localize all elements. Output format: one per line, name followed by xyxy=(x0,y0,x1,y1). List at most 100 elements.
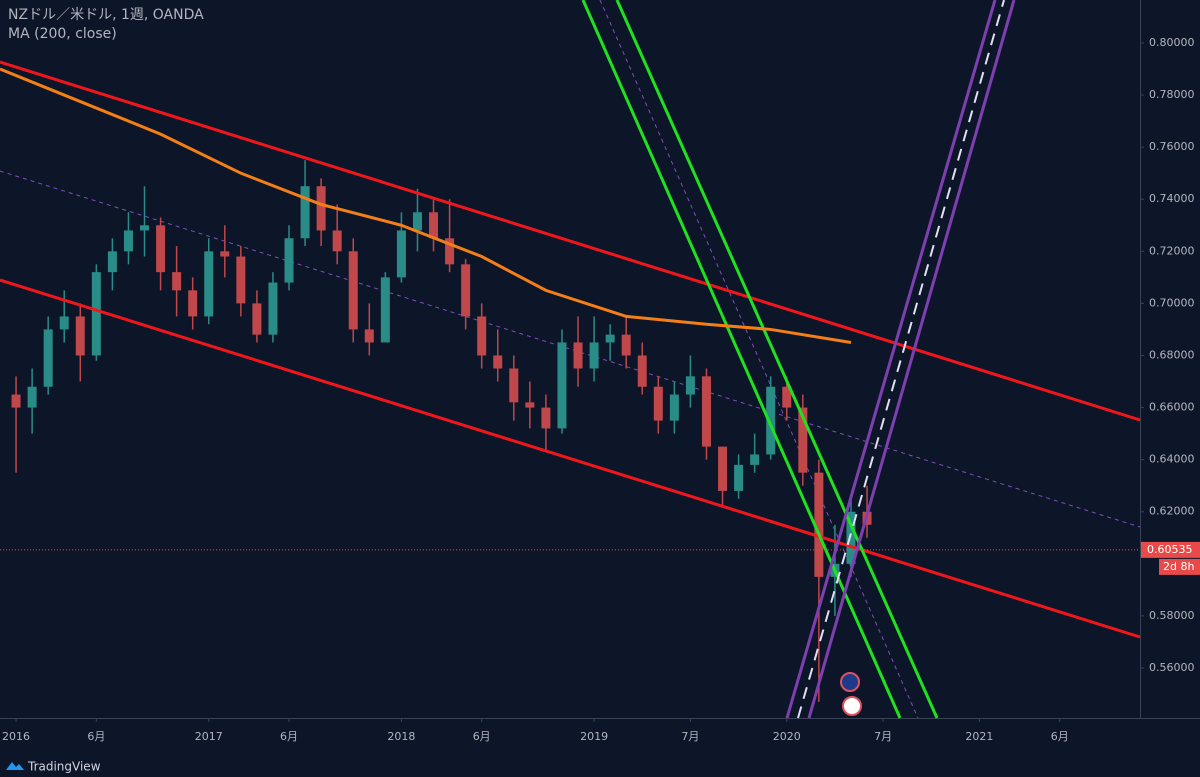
x-tick-label: 6月 xyxy=(280,730,298,743)
candle-body xyxy=(718,446,728,491)
green-line xyxy=(581,0,902,719)
indicator-label: MA (200, close) xyxy=(8,26,117,42)
y-tick-label: 0.64000 xyxy=(1149,453,1195,466)
candle-body xyxy=(541,407,551,429)
x-tick-label: 2018 xyxy=(387,730,415,743)
candle-body xyxy=(477,316,487,356)
x-tick-label: 6月 xyxy=(87,730,105,743)
purple-line xyxy=(785,0,997,719)
footer-bar xyxy=(0,752,1200,777)
candle-body xyxy=(396,230,406,278)
last-price-label: 0.60535 xyxy=(1147,543,1193,556)
candle-body xyxy=(589,342,599,369)
candle-body xyxy=(573,342,583,369)
candle-body xyxy=(669,394,679,421)
candle-body xyxy=(332,230,342,252)
countdown-tag xyxy=(1159,558,1200,575)
candle-body xyxy=(236,256,246,304)
candle-body xyxy=(766,386,776,455)
candle-body xyxy=(798,407,808,473)
purple-mid-line xyxy=(797,0,1005,719)
candle-body xyxy=(268,282,278,335)
green-line xyxy=(615,0,939,719)
x-tick-label: 2019 xyxy=(580,730,608,743)
candle-body xyxy=(204,251,214,317)
purple-line xyxy=(807,0,1016,719)
candle-body xyxy=(846,511,856,564)
trendlines xyxy=(0,0,1141,719)
channel-lower-line xyxy=(0,278,1141,639)
x-tick-label: 6月 xyxy=(473,730,491,743)
candle-body xyxy=(156,225,166,273)
candle-body xyxy=(59,316,69,330)
y-tick-label: 0.56000 xyxy=(1149,661,1195,674)
candle-body xyxy=(685,376,695,395)
candle-body xyxy=(316,186,326,231)
candle-body xyxy=(91,272,101,356)
x-tick-label: 2021 xyxy=(965,730,993,743)
moving-average-line xyxy=(0,67,852,344)
y-tick-label: 0.72000 xyxy=(1149,244,1195,257)
candle-body xyxy=(123,230,133,252)
logo-icon xyxy=(6,762,24,770)
y-tick-label: 0.62000 xyxy=(1149,505,1195,518)
candle-body xyxy=(701,376,711,447)
candle-body xyxy=(140,225,150,231)
event-icon xyxy=(842,696,862,716)
x-tick-label: 2020 xyxy=(773,730,801,743)
countdown-label: 2d 8h xyxy=(1163,560,1194,573)
candle-body xyxy=(188,290,198,317)
candles xyxy=(11,160,872,702)
candle-body xyxy=(11,394,21,408)
candle-body xyxy=(461,264,471,317)
candle-body xyxy=(605,334,615,343)
y-tick-label: 0.68000 xyxy=(1149,348,1195,361)
candle-body xyxy=(172,272,182,291)
candle-body xyxy=(412,212,422,231)
candle-body xyxy=(429,212,439,239)
candle-body xyxy=(750,454,760,465)
y-tick-label: 0.78000 xyxy=(1149,88,1195,101)
x-tick-label: 7月 xyxy=(681,730,699,743)
x-tick-label: 6月 xyxy=(1051,730,1069,743)
event-icons xyxy=(840,672,862,716)
candle-body xyxy=(734,464,744,491)
candle-body xyxy=(621,334,631,356)
candle-body xyxy=(445,238,455,265)
candle-body xyxy=(493,355,503,369)
candle-body xyxy=(348,251,358,330)
candle-body xyxy=(75,316,85,356)
candle-body xyxy=(27,386,37,408)
candle-body xyxy=(107,251,117,273)
candle-body xyxy=(284,238,294,283)
candle-body xyxy=(637,355,647,387)
x-tick-label: 2017 xyxy=(195,730,223,743)
channel-mid-line xyxy=(0,170,1141,528)
y-tick-label: 0.74000 xyxy=(1149,192,1195,205)
x-tick-label: 2016 xyxy=(2,730,30,743)
y-tick-label: 0.58000 xyxy=(1149,609,1195,622)
candle-body xyxy=(43,329,53,387)
event-icon xyxy=(840,672,860,692)
last-price-tag xyxy=(1141,541,1200,558)
symbol-title: NZドル／米ドル, 1週, OANDA xyxy=(8,7,204,23)
y-tick-label: 0.80000 xyxy=(1149,36,1195,49)
candle-body xyxy=(509,368,519,403)
candle-body xyxy=(380,277,390,343)
x-tick-label: 7月 xyxy=(874,730,892,743)
candle-body xyxy=(653,386,663,421)
y-tick-label: 0.70000 xyxy=(1149,296,1195,309)
candle-body xyxy=(525,402,535,408)
candle-body xyxy=(252,303,262,335)
y-tick-label: 0.66000 xyxy=(1149,401,1195,414)
channel-upper-line xyxy=(0,60,1141,422)
footer-brand: TradingView xyxy=(27,760,101,774)
candle-body xyxy=(300,186,310,239)
candle-body xyxy=(557,342,567,429)
candle-body xyxy=(782,386,792,408)
candle-body xyxy=(364,329,374,343)
candle-body xyxy=(814,472,824,577)
trendlines xyxy=(0,0,1141,719)
